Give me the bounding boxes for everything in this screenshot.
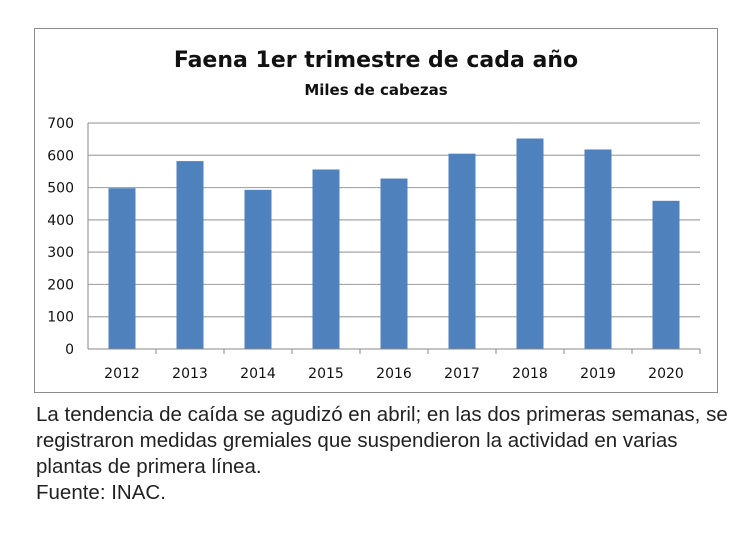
y-tick-label: 500 [47,181,74,197]
caption-source: Fuente: INAC. [36,481,166,504]
x-tick-label: 2012 [104,366,140,382]
x-tick-label: 2020 [648,366,684,382]
x-tick-label: 2018 [512,366,548,382]
bar-2013 [176,161,204,349]
x-tick-label: 2017 [444,366,480,382]
y-tick-label: 700 [47,116,74,132]
x-tick-label: 2019 [580,366,616,382]
bar-2019 [584,149,612,349]
chart-subtitle: Miles de cabezas [304,81,447,99]
bar-2017 [448,153,476,349]
chart-frame [34,28,718,393]
x-tick-label: 2015 [308,366,344,382]
chart-title: Faena 1er trimestre de cada año [174,48,578,73]
x-tick-label: 2014 [240,366,276,382]
x-tick-label: 2013 [172,366,208,382]
y-tick-label: 0 [65,342,74,358]
y-tick-label: 300 [47,245,74,261]
bar-2016 [380,178,408,349]
y-tick-label: 100 [47,310,74,326]
bar-2014 [244,189,272,349]
bar-2015 [312,169,340,349]
bar-2020 [652,200,680,349]
x-tick-label: 2016 [376,366,412,382]
bar-2012 [108,188,136,349]
y-tick-label: 400 [47,213,74,229]
caption: La tendencia de caída se agudizó en abri… [36,402,736,506]
bar-2018 [516,138,544,349]
y-tick-label: 200 [47,277,74,293]
y-tick-label: 600 [47,148,74,164]
caption-text: La tendencia de caída se agudizó en abri… [36,403,728,478]
bar-chart: Faena 1er trimestre de cada año Miles de… [47,48,701,382]
